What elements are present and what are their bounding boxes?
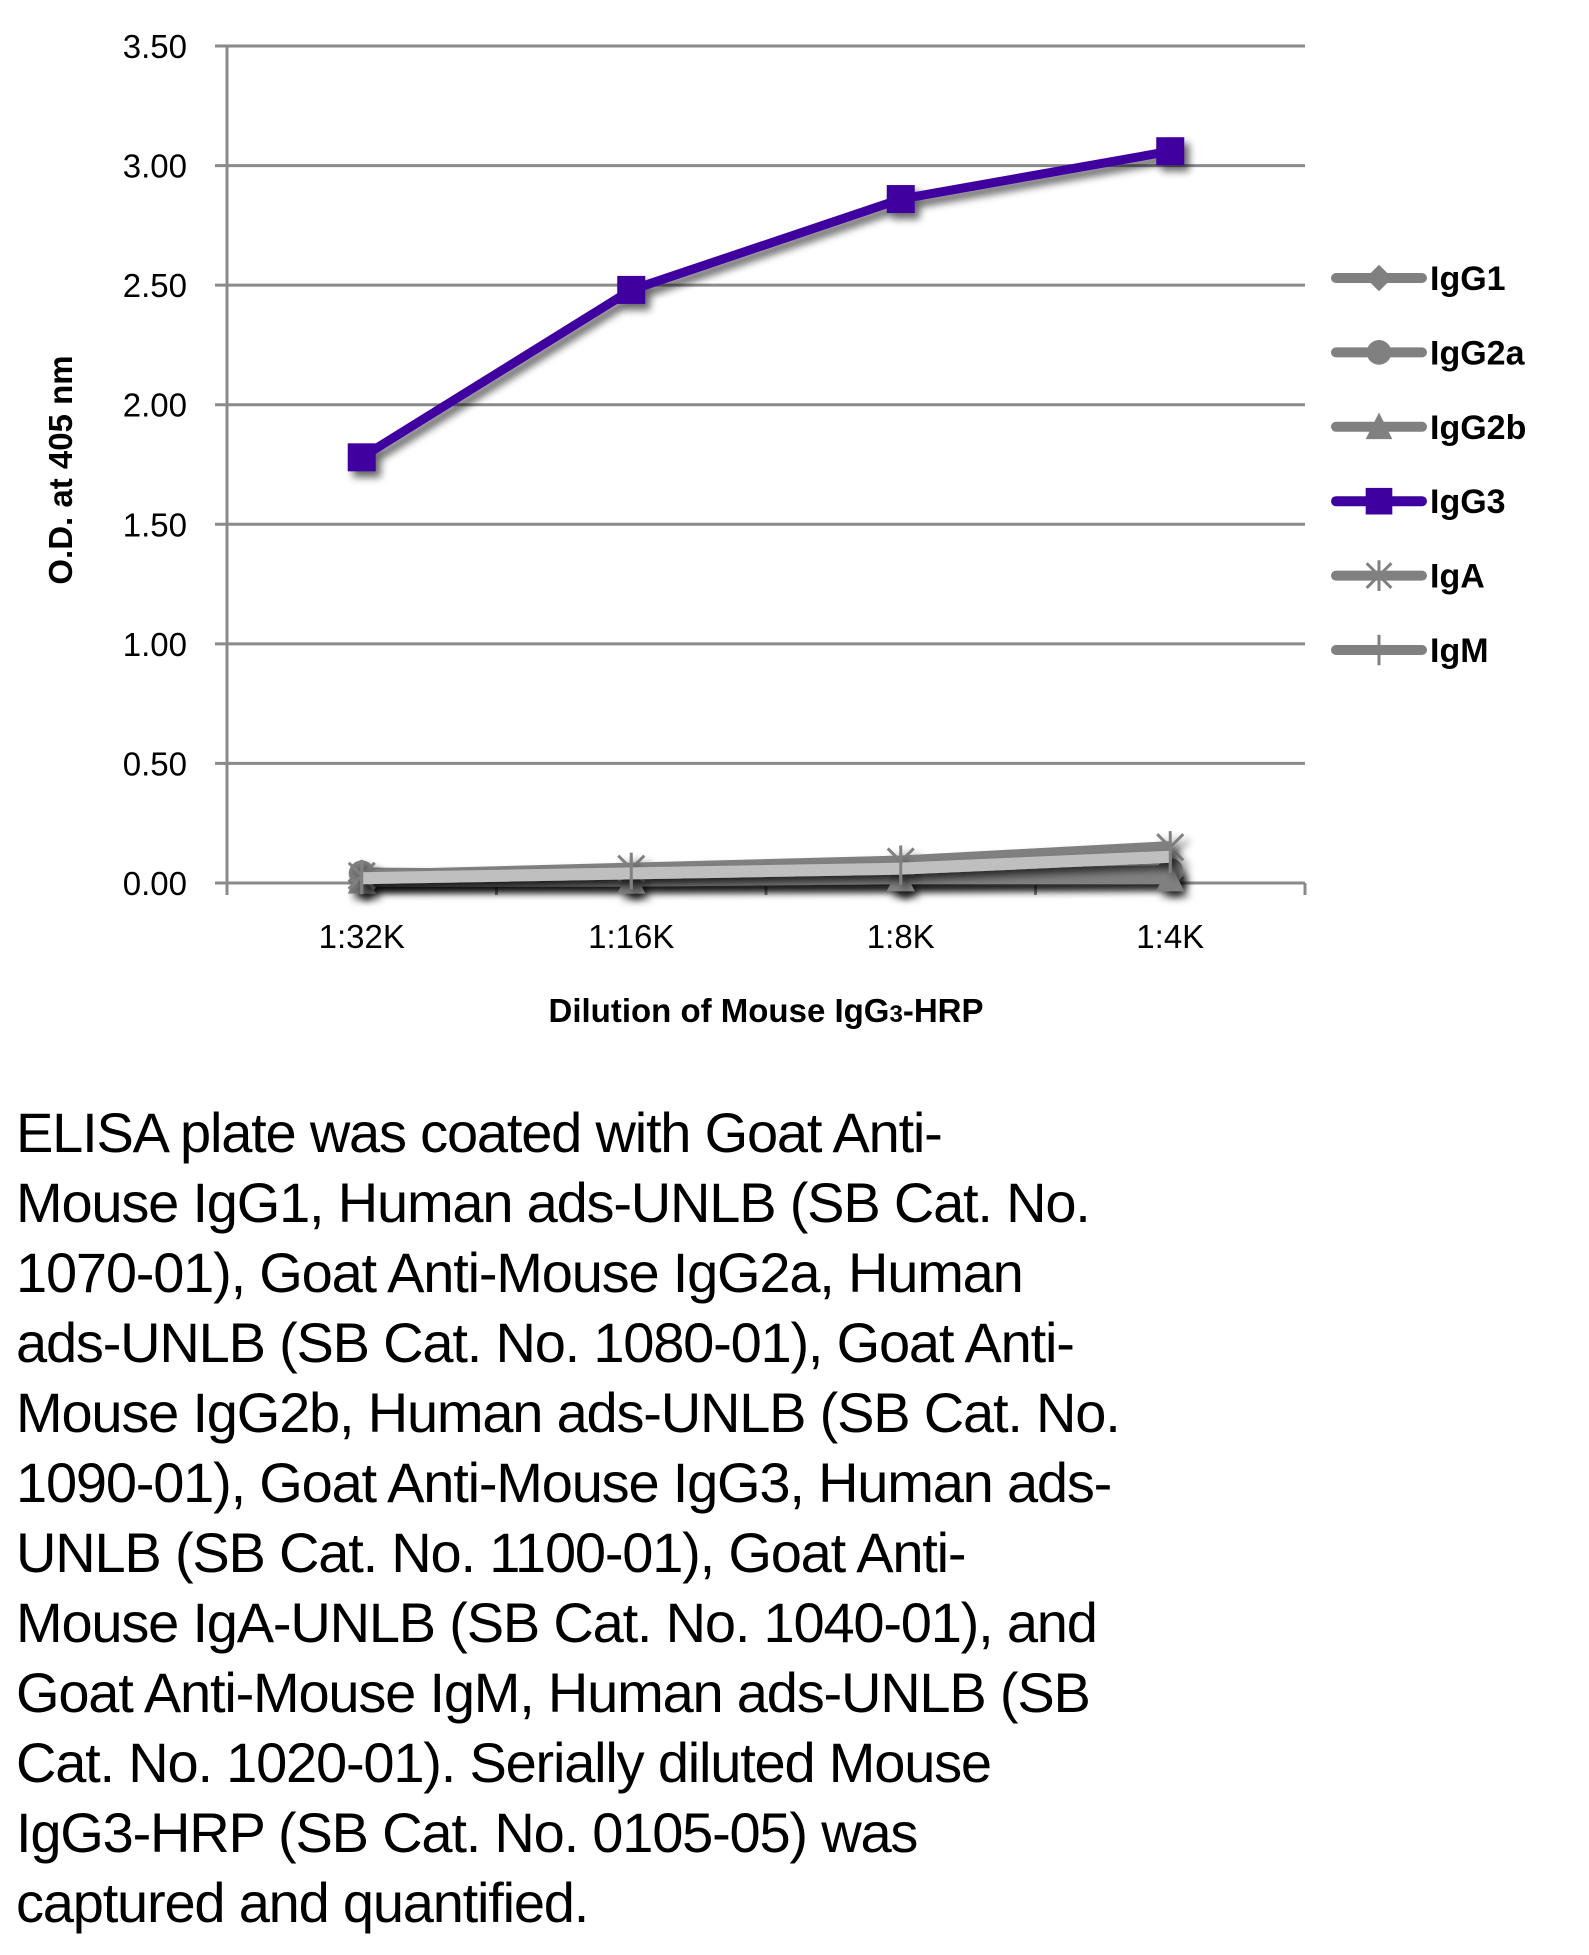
data-point-igg3-0 xyxy=(347,443,376,472)
y-tick-label: 3.50 xyxy=(123,28,187,65)
legend-label: IgG1 xyxy=(1430,260,1506,298)
x-axis-title-subscript: 3 xyxy=(889,1001,902,1028)
data-point-igg3-3 xyxy=(1156,137,1185,166)
legend-marker-square-icon xyxy=(1365,487,1393,515)
y-tick-label: 3.00 xyxy=(123,148,187,185)
y-axis-title: O.D. at 405 nm xyxy=(42,355,79,584)
caption-line: ELISA plate was coated with Goat Anti- xyxy=(16,1101,943,1164)
gridlines xyxy=(215,44,1305,885)
series-line xyxy=(359,146,1172,462)
caption-line: Mouse IgG1, Human ads-UNLB (SB Cat. No. xyxy=(16,1171,1091,1234)
x-axis-title-part-1: Dilution of Mouse IgG xyxy=(549,992,890,1029)
legend-item-igg3: IgG3 xyxy=(1331,483,1506,521)
legend-label: IgG2a xyxy=(1430,334,1526,372)
series-layer xyxy=(347,137,1185,895)
y-tick-label: 2.50 xyxy=(123,267,187,304)
y-tick-label: 0.50 xyxy=(123,745,187,782)
y-tick-label: 1.50 xyxy=(123,506,187,543)
series-igm xyxy=(360,840,1172,895)
series-igg3 xyxy=(347,137,1185,472)
x-tick-labels: 1:32K 1:16K 1:8K 1:4K xyxy=(319,918,1205,955)
legend-label: IgM xyxy=(1430,632,1489,670)
caption-line: ads-UNLB (SB Cat. No. 1080-01), Goat Ant… xyxy=(16,1311,1075,1374)
legend-marker-triangle-icon xyxy=(1365,412,1393,440)
x-tick-label: 1:4K xyxy=(1136,918,1204,955)
caption-line: 1090-01), Goat Anti-Mouse IgG3, Human ad… xyxy=(16,1451,1112,1514)
legend-label: IgG2b xyxy=(1430,409,1526,447)
legend-marker-circle-icon xyxy=(1366,340,1392,365)
x-axis-title: Dilution of Mouse IgG3-HRP xyxy=(549,992,984,1029)
axes xyxy=(225,46,1307,895)
y-tick-label: 2.00 xyxy=(123,387,187,424)
x-tick-label: 1:16K xyxy=(588,918,674,955)
legend-item-igg1: IgG1 xyxy=(1331,260,1506,298)
data-point-igg3-1 xyxy=(617,275,646,304)
elisa-line-chart: 0.000.501.001.502.002.503.003.50 1:32K 1:… xyxy=(42,28,1526,1029)
legend-item-igg2a: IgG2a xyxy=(1331,334,1526,372)
y-tick-label: 0.00 xyxy=(123,865,187,902)
caption-line: 1070-01), Goat Anti-Mouse IgG2a, Human xyxy=(16,1241,1024,1304)
caption-line: UNLB (SB Cat. No. 1100-01), Goat Anti- xyxy=(16,1521,967,1584)
figure-caption: ELISA plate was coated with Goat Anti- Mo… xyxy=(16,1098,1576,1938)
caption-line: IgG3-HRP (SB Cat. No. 0105-05) was xyxy=(16,1801,918,1864)
caption-line: captured and quantified. xyxy=(16,1871,589,1934)
x-tick-label: 1:32K xyxy=(319,918,405,955)
data-point-igg2b-3 xyxy=(1156,863,1185,892)
y-tick-labels: 0.00 0.50 1.00 1.50 2.00 2.50 3.00 3.50 xyxy=(123,28,187,902)
caption-line: Mouse IgG2b, Human ads-UNLB (SB Cat. No. xyxy=(16,1381,1121,1444)
caption-line: Goat Anti-Mouse IgM, Human ads-UNLB (SB xyxy=(16,1661,1091,1724)
legend-label: IgG3 xyxy=(1430,483,1506,521)
data-point-igg3-2 xyxy=(886,185,915,214)
legend: IgG1 IgG2a IgG2b IgG3 IgA IgM xyxy=(1331,260,1526,670)
series-line xyxy=(361,850,1171,885)
legend-label: IgA xyxy=(1430,558,1485,596)
caption-line: Cat. No. 1020-01). Serially diluted Mous… xyxy=(16,1731,992,1794)
y-tick-label: 1.00 xyxy=(123,626,187,663)
x-axis-title-part-2: -HRP xyxy=(903,992,984,1029)
x-tick-label: 1:8K xyxy=(867,918,935,955)
legend-item-iga: IgA xyxy=(1331,558,1485,596)
legend-marker-star-icon xyxy=(1365,560,1393,591)
legend-marker-diamond-icon xyxy=(1365,264,1393,292)
caption-line: Mouse IgA-UNLB (SB Cat. No. 1040-01), an… xyxy=(16,1591,1098,1654)
legend-item-igg2b: IgG2b xyxy=(1331,409,1526,447)
legend-item-igm: IgM xyxy=(1331,632,1489,670)
